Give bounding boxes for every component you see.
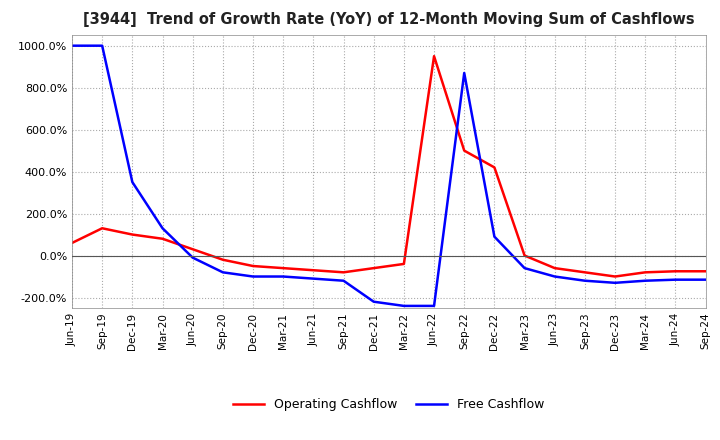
- Operating Cashflow: [339, 270, 348, 275]
- Free Cashflow: [339, 278, 348, 283]
- Operating Cashflow: [460, 148, 469, 153]
- Operating Cashflow: [580, 270, 589, 275]
- Free Cashflow: [641, 278, 649, 283]
- Line: Operating Cashflow: Operating Cashflow: [72, 56, 706, 276]
- Operating Cashflow: [521, 253, 529, 258]
- Free Cashflow: [128, 180, 137, 185]
- Free Cashflow: [611, 280, 619, 286]
- Free Cashflow: [671, 277, 680, 282]
- Free Cashflow: [279, 274, 287, 279]
- Free Cashflow: [369, 299, 378, 304]
- Operating Cashflow: [490, 165, 499, 170]
- Free Cashflow: [580, 278, 589, 283]
- Title: [3944]  Trend of Growth Rate (YoY) of 12-Month Moving Sum of Cashflows: [3944] Trend of Growth Rate (YoY) of 12-…: [83, 12, 695, 27]
- Operating Cashflow: [671, 269, 680, 274]
- Operating Cashflow: [550, 265, 559, 271]
- Operating Cashflow: [158, 236, 167, 242]
- Operating Cashflow: [309, 268, 318, 273]
- Free Cashflow: [460, 70, 469, 76]
- Free Cashflow: [189, 255, 197, 260]
- Operating Cashflow: [641, 270, 649, 275]
- Legend: Operating Cashflow, Free Cashflow: Operating Cashflow, Free Cashflow: [228, 393, 550, 416]
- Operating Cashflow: [369, 265, 378, 271]
- Free Cashflow: [248, 274, 257, 279]
- Line: Free Cashflow: Free Cashflow: [72, 46, 706, 306]
- Operating Cashflow: [128, 232, 137, 237]
- Free Cashflow: [400, 303, 408, 308]
- Free Cashflow: [219, 270, 228, 275]
- Operating Cashflow: [611, 274, 619, 279]
- Operating Cashflow: [248, 264, 257, 269]
- Operating Cashflow: [701, 269, 710, 274]
- Free Cashflow: [701, 277, 710, 282]
- Free Cashflow: [309, 276, 318, 281]
- Operating Cashflow: [279, 265, 287, 271]
- Operating Cashflow: [219, 257, 228, 262]
- Free Cashflow: [98, 43, 107, 48]
- Free Cashflow: [430, 303, 438, 308]
- Operating Cashflow: [430, 54, 438, 59]
- Free Cashflow: [158, 226, 167, 231]
- Free Cashflow: [490, 234, 499, 239]
- Free Cashflow: [68, 43, 76, 48]
- Free Cashflow: [550, 274, 559, 279]
- Operating Cashflow: [98, 226, 107, 231]
- Operating Cashflow: [189, 246, 197, 252]
- Free Cashflow: [521, 265, 529, 271]
- Operating Cashflow: [68, 240, 76, 246]
- Operating Cashflow: [400, 261, 408, 267]
